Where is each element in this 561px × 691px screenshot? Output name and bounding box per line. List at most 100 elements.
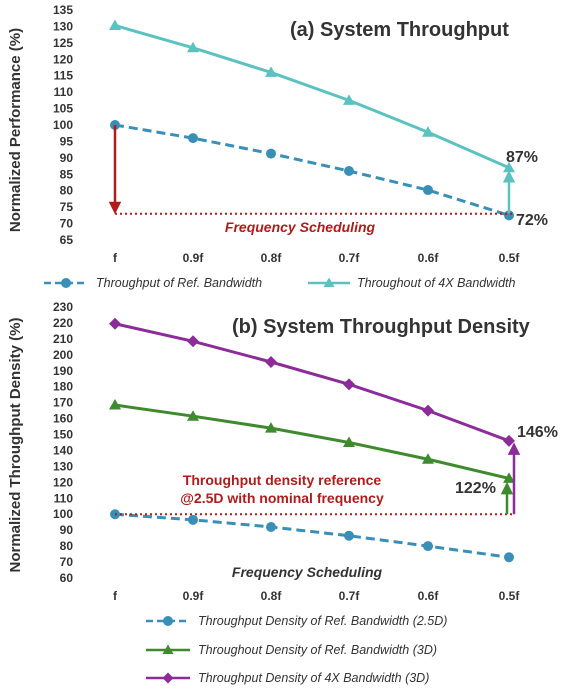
chart-b-series-0-point: [188, 514, 198, 525]
chart-a-series-1-point: [343, 94, 355, 105]
chart-b-y-tick-label: 190: [53, 364, 73, 378]
chart-a-x-tick-label: 0.6f: [418, 251, 440, 265]
chart-a-87-label: 87%: [506, 149, 538, 166]
chart-b-122-label: 122%: [455, 480, 496, 497]
legend-b-purple-label: Throughput Density of 4X Bandwidth (3D): [198, 671, 429, 685]
chart-b-series-0-line: [114, 512, 510, 559]
chart-a-x-tick-label: 0.7f: [339, 251, 361, 265]
chart-b-x-ticks: f 0.9f 0.8f 0.7f 0.6f 0.5f: [113, 589, 520, 603]
chart-b-series-2-line: [114, 322, 510, 443]
chart-b-y-tick-label: 150: [53, 428, 73, 442]
chart-b-reference-note-line2: @2.5D with nominal frequency: [180, 490, 384, 506]
chart-a-series-0-point: [188, 133, 198, 144]
chart-a-y-tick-label: 120: [53, 52, 73, 66]
chart-a-y-tick-label: 95: [60, 134, 74, 148]
legend-a-4x-marker: [323, 277, 335, 287]
chart-b-series-0-point: [504, 552, 514, 563]
legend-b-ref-label: Throughput Density of Ref. Bandwidth (2.…: [198, 614, 447, 628]
chart-b-series: [109, 317, 515, 563]
chart-b-146-label: 146%: [517, 424, 558, 441]
chart-a-y-tick-label: 135: [53, 3, 73, 17]
chart-b-y-tick-label: 80: [60, 539, 74, 553]
chart-b-series-1-point: [422, 453, 434, 464]
chart-b-x-tick-label: f: [113, 589, 118, 603]
chart-a-series-1-point: [503, 161, 515, 173]
chart-b-y-tick-label: 120: [53, 475, 73, 489]
chart-b-series-1-point: [343, 436, 355, 447]
chart-a-y-tick-label: 105: [53, 102, 73, 116]
legend-b-purple-marker: [162, 672, 174, 684]
chart-a-series: [109, 19, 515, 221]
chart-a: (a) System Throughput Normalized Perform…: [7, 3, 548, 290]
chart-b-y-axis-label: Normalized Throughput Density (%): [7, 317, 24, 572]
chart-b-frequency-scheduling-label: Frequency Scheduling: [232, 564, 383, 580]
chart-b-x-tick-label: 0.8f: [261, 589, 283, 603]
chart-b-y-tick-label: 130: [53, 459, 73, 473]
chart-a-y-axis-label: Normalized Performance (%): [7, 28, 24, 232]
chart-a-series-1-point: [422, 126, 434, 137]
chart-b-series-0-point: [423, 541, 433, 552]
chart-a-y-tick-label: 80: [60, 184, 74, 198]
chart-b-y-tick-label: 90: [60, 523, 74, 537]
chart-b-title: (b) System Throughput Density: [232, 316, 531, 338]
legend-a-ref-label: Throughput of Ref. Bandwidth: [96, 276, 262, 290]
chart-a-y-ticks: 65 70 75 80 85 90 95 100 105 110 115 120 125 130 135: [53, 3, 73, 247]
chart-b-series-2-point: [109, 317, 121, 330]
chart-b-series-1-point: [187, 410, 199, 421]
chart-b-y-tick-label: 180: [53, 380, 73, 394]
chart-b-x-tick-label: 0.6f: [418, 589, 440, 603]
chart-a-x-tick-label: f: [113, 251, 118, 265]
chart-a-y-tick-label: 100: [53, 118, 73, 132]
chart-b-series-1-point: [109, 399, 121, 410]
chart-b-legend: Throughput Density of Ref. Bandwidth (2.…: [146, 614, 447, 685]
chart-a-y-tick-label: 70: [60, 217, 74, 231]
legend-b-green-label: Throughout Density of Ref. Bandwidth (3D…: [198, 643, 437, 657]
chart-a-title: (a) System Throughput: [290, 19, 509, 41]
legend-b-green-marker: [162, 644, 174, 654]
chart-a-series-1-point: [109, 19, 121, 30]
chart-a-series-0-point: [266, 148, 276, 159]
chart-b-y-tick-label: 140: [53, 443, 73, 457]
chart-a-annotations: Frequency Scheduling 87% 72%: [108, 125, 548, 235]
chart-b-y-tick-label: 100: [53, 507, 73, 521]
chart-b-series-2-point: [187, 335, 199, 348]
chart-b-y-tick-label: 210: [53, 332, 73, 346]
legend-a-ref-marker: [61, 278, 71, 288]
chart-b-series-0-point: [344, 530, 354, 541]
chart-a-y-tick-label: 65: [60, 233, 74, 247]
chart-a-y-tick-label: 90: [60, 151, 74, 165]
chart-b-annotations: Throughput density reference @2.5D with …: [115, 424, 558, 580]
chart-a-series-0-point: [344, 166, 354, 176]
chart-b-series-2-point: [265, 355, 277, 368]
chart-b-y-tick-label: 160: [53, 412, 73, 426]
chart-a-y-tick-label: 110: [54, 85, 74, 99]
chart-a-y-tick-label: 125: [53, 36, 73, 50]
chart-a-series-0-line: [114, 123, 510, 217]
chart-b-y-tick-label: 170: [53, 396, 73, 410]
chart-a-series-1-point: [187, 41, 199, 53]
chart-b-x-tick-label: 0.7f: [339, 589, 361, 603]
chart-a-series-1-point: [265, 66, 277, 77]
chart-b-y-tick-label: 70: [60, 555, 74, 569]
chart-a-x-tick-label: 0.5f: [499, 251, 521, 265]
chart-b-x-tick-label: 0.5f: [499, 589, 521, 603]
chart-a-frequency-scheduling-label: Frequency Scheduling: [225, 219, 376, 235]
legend-b-ref-marker: [163, 616, 173, 626]
chart-b-reference-note-line1: Throughput density reference: [183, 472, 382, 488]
chart-b-y-tick-label: 60: [60, 571, 74, 585]
chart-b-series-1-point: [503, 472, 515, 483]
chart-b-series-2-point: [343, 378, 355, 391]
chart-b-series-0-point: [266, 521, 276, 532]
chart-a-y-tick-label: 115: [54, 69, 74, 83]
chart-b-y-tick-label: 220: [53, 316, 73, 330]
chart-a-series-0-point: [423, 185, 433, 196]
chart-a-y-tick-label: 75: [60, 200, 74, 214]
chart-b-y-tick-label: 200: [53, 348, 73, 362]
chart-b-x-tick-label: 0.9f: [183, 589, 205, 603]
chart-a-y-tick-label: 130: [53, 19, 73, 33]
chart-a-x-ticks: f 0.9f 0.8f 0.7f 0.6f 0.5f: [113, 251, 520, 265]
chart-b-series-1-point: [265, 422, 277, 433]
chart-b-y-tick-label: 110: [54, 491, 74, 505]
